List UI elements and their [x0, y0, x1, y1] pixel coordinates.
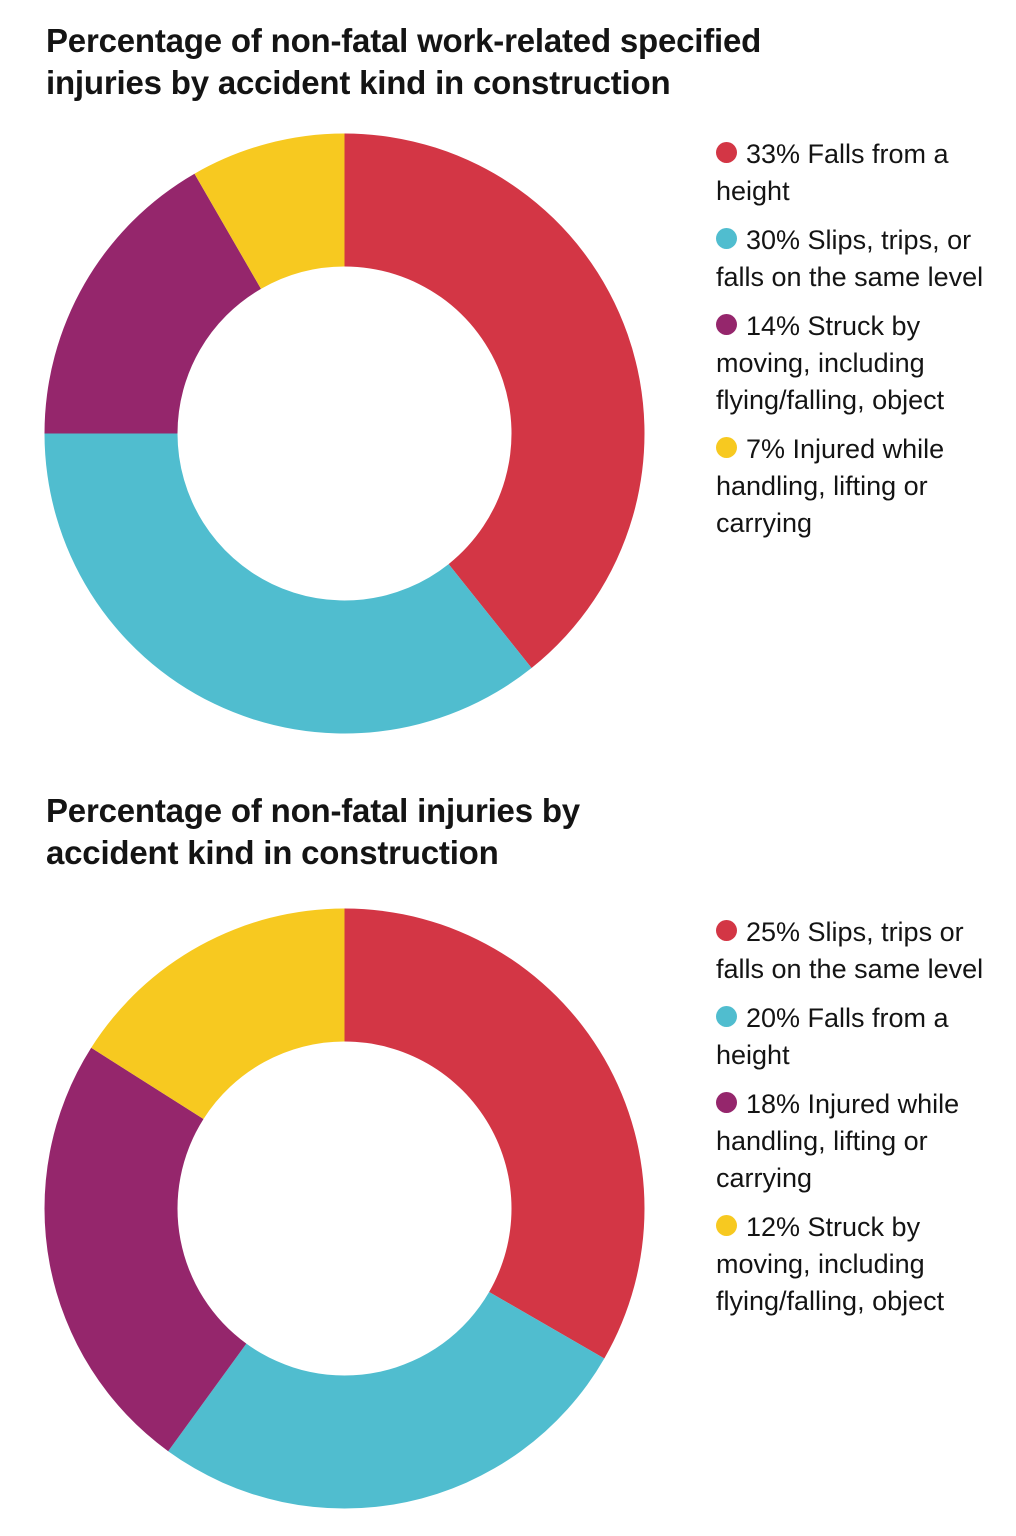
chart-1-legend-item: 30% Slips, trips, or falls on the same l… [716, 225, 984, 292]
chart-1-legend: 33% Falls from a height 30% Slips, trips… [716, 136, 1006, 554]
chart-2-donut [44, 908, 645, 1509]
chart-2-legend-item: 18% Injured while handling, lifting or c… [716, 1089, 960, 1193]
legend-dot-icon [716, 1092, 737, 1113]
legend-dot-icon [716, 920, 737, 941]
chart-2-title: Percentage of non-fatal injuries by acci… [46, 790, 580, 874]
legend-dot-icon [716, 314, 737, 335]
donut-slice [168, 1292, 605, 1509]
chart-1-legend-item: 7% Injured while handling, lifting or ca… [716, 434, 945, 538]
chart-2-legend-item: 12% Struck by moving, including flying/f… [716, 1212, 945, 1316]
donut-slice [344, 908, 645, 1359]
chart-1-title: Percentage of non-fatal work-related spe… [46, 20, 761, 104]
legend-dot-icon [716, 437, 737, 458]
legend-dot-icon [716, 1006, 737, 1027]
chart-2-legend-item: 20% Falls from a height [716, 1003, 949, 1070]
donut-slice [44, 173, 261, 434]
legend-dot-icon [716, 228, 737, 249]
legend-dot-icon [716, 1215, 737, 1236]
chart-1-legend-item: 33% Falls from a height [716, 139, 949, 206]
chart-1-title-line-1: Percentage of non-fatal work-related spe… [46, 22, 762, 59]
donut-slice [44, 1047, 247, 1452]
donut-slice [91, 908, 345, 1120]
donut-slice [344, 133, 645, 669]
donut-slice [194, 133, 345, 289]
legend-dot-icon [716, 142, 737, 163]
chart-2-title-line-2: accident kind in construction [46, 834, 499, 871]
donut-slice [44, 433, 532, 734]
chart-2-legend-item: 25% Slips, trips or falls on the same le… [716, 917, 984, 984]
chart-2-title-line-1: Percentage of non-fatal injuries by [46, 792, 580, 829]
chart-1-legend-item: 14% Struck by moving, including flying/f… [716, 311, 945, 415]
chart-2-legend: 25% Slips, trips or falls on the same le… [716, 914, 1006, 1332]
chart-1-donut [44, 133, 645, 734]
chart-1-title-line-2: injuries by accident kind in constructio… [46, 64, 671, 101]
